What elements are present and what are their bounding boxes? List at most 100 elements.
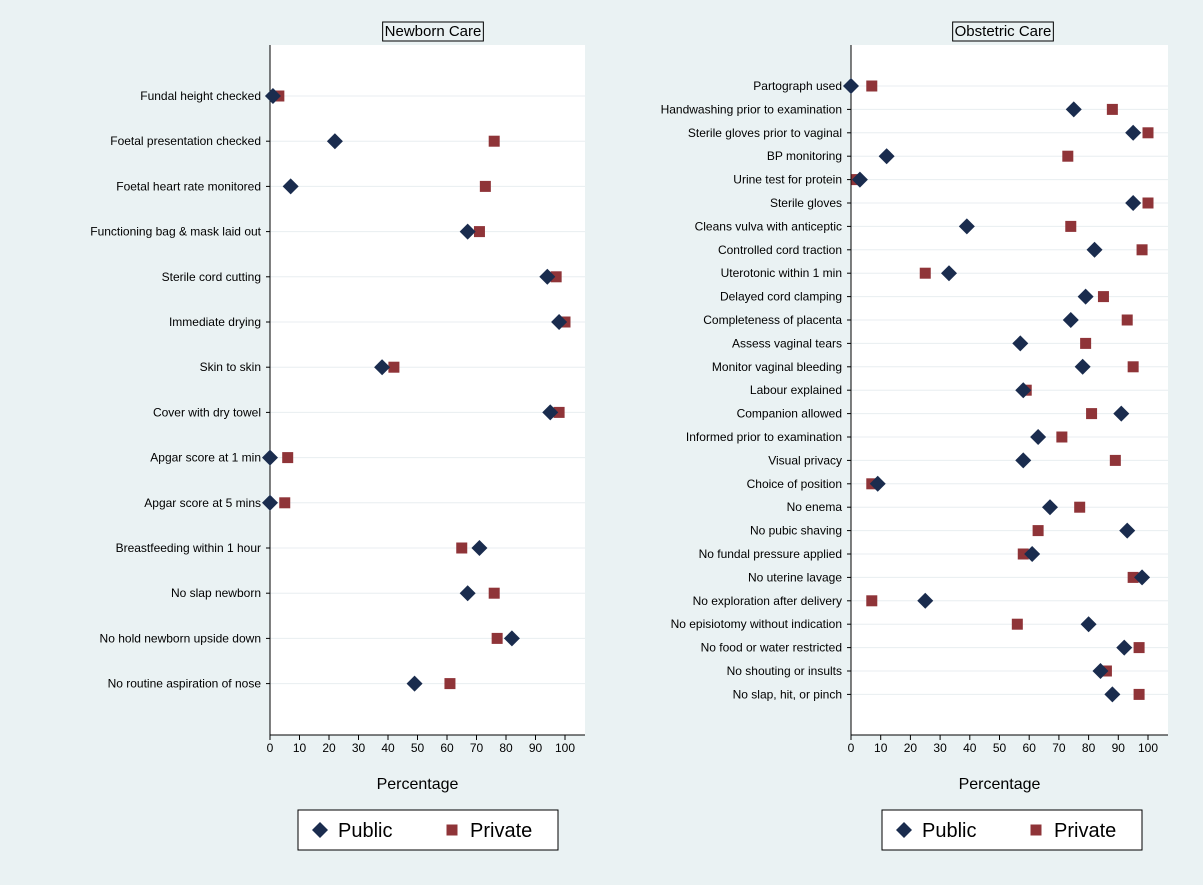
category-label: No fundal pressure applied — [699, 547, 842, 561]
data-point-public — [1012, 335, 1029, 352]
data-point-public — [1125, 195, 1142, 211]
x-tick-label: 50 — [993, 741, 1007, 755]
x-axis-label: Percentage — [959, 776, 1041, 793]
category-label: Companion allowed — [737, 407, 842, 421]
legend-label-private: Private — [470, 820, 532, 842]
data-point-private — [1017, 548, 1029, 560]
legend-box — [297, 809, 559, 851]
category-label: Functioning bag & mask laid out — [90, 225, 261, 239]
data-point-private — [456, 542, 468, 554]
legend-label-public: Public — [338, 820, 392, 842]
data-point-private — [1080, 337, 1092, 349]
data-point-private — [491, 632, 503, 644]
data-point-public — [1119, 522, 1136, 539]
category-label: Skin to skin — [200, 360, 261, 374]
data-point-public — [1015, 452, 1032, 469]
data-point-public — [878, 148, 895, 165]
data-point-public — [1116, 639, 1133, 656]
data-point-public — [1080, 616, 1097, 633]
data-point-public — [264, 88, 281, 104]
legend: Public Private — [881, 809, 1143, 851]
x-tick-label: 60 — [440, 741, 454, 755]
data-point-private — [1133, 642, 1145, 654]
data-point-public — [1077, 288, 1094, 305]
x-tick-label: 30 — [933, 741, 947, 755]
data-point-private — [479, 180, 491, 192]
data-point-public — [941, 265, 958, 282]
x-tick-label: 80 — [1082, 741, 1096, 755]
x-tick-label: 60 — [1023, 741, 1037, 755]
x-tick-label: 10 — [874, 741, 888, 755]
data-point-public — [869, 475, 886, 492]
data-point-public — [542, 404, 559, 421]
legend-label-private: Private — [1054, 820, 1116, 842]
category-label: No pubic shaving — [750, 524, 842, 538]
category-label: Visual privacy — [768, 453, 842, 467]
data-point-public — [374, 359, 391, 376]
category-label: Handwashing prior to examination — [661, 102, 842, 116]
x-tick-label: 90 — [1112, 741, 1126, 755]
data-point-private — [1065, 220, 1077, 232]
data-point-public — [851, 171, 868, 188]
data-point-private — [550, 271, 562, 283]
category-label: Assess vaginal tears — [732, 336, 842, 350]
category-label: No uterine lavage — [748, 570, 842, 584]
category-label: Monitor vaginal bleeding — [712, 360, 842, 374]
data-point-public — [326, 133, 343, 150]
category-label: No food or water restricted — [701, 641, 842, 655]
x-tick-label: 30 — [352, 741, 366, 755]
data-point-public — [843, 78, 859, 94]
x-tick-label: 70 — [1052, 741, 1066, 755]
data-point-private — [1106, 103, 1118, 115]
x-tick-label: 100 — [555, 741, 575, 755]
x-tick-label: 40 — [963, 741, 977, 755]
data-point-public — [551, 314, 568, 330]
data-point-private — [1011, 618, 1023, 630]
data-point-private — [919, 267, 931, 279]
chart-panel-newborn-care: Fundal height checked Foetal presentation… — [90, 21, 585, 851]
data-point-private — [488, 587, 500, 599]
legend-marker-private — [446, 824, 458, 836]
category-label: No slap newborn — [171, 586, 261, 600]
chart-title-box — [952, 21, 1054, 42]
data-point-public — [1015, 382, 1032, 399]
x-axis-label: Percentage — [377, 776, 459, 793]
data-point-public — [917, 592, 934, 609]
legend-marker-private — [1030, 824, 1042, 836]
data-point-public — [459, 585, 476, 602]
x-tick-label: 50 — [411, 741, 425, 755]
data-point-public — [1113, 405, 1130, 422]
x-tick-label: 0 — [267, 741, 274, 755]
category-label: No shouting or insults — [727, 664, 842, 678]
plot-area — [270, 45, 585, 735]
category-label: Labour explained — [750, 383, 842, 397]
x-tick-label: 80 — [499, 741, 513, 755]
category-label: No routine aspiration of nose — [108, 677, 262, 691]
x-tick-label: 100 — [1138, 741, 1158, 755]
chart-title: Newborn Care — [385, 23, 482, 40]
data-point-public — [1125, 124, 1142, 141]
data-point-public — [539, 268, 556, 285]
category-label: Controlled cord traction — [718, 243, 842, 257]
category-label: No exploration after delivery — [693, 594, 842, 608]
category-label: Sterile cord cutting — [162, 270, 261, 284]
data-point-private — [1032, 525, 1044, 537]
data-point-public — [1086, 241, 1103, 258]
x-tick-label: 20 — [322, 741, 336, 755]
data-point-public — [471, 540, 488, 556]
data-point-private — [1121, 314, 1133, 326]
data-point-public — [282, 178, 299, 195]
data-point-private — [553, 406, 565, 418]
data-point-private — [1142, 197, 1154, 209]
category-label: Completeness of placenta — [703, 313, 842, 327]
chart-title-box — [382, 21, 484, 42]
category-label: BP monitoring — [767, 149, 842, 163]
data-point-public — [1041, 499, 1058, 516]
chart-panel-obstetric-care: Partograph used Handwashing prior to exam… — [661, 21, 1168, 851]
data-point-private — [1062, 150, 1074, 162]
category-label: No slap, hit, or pinch — [733, 687, 842, 701]
category-label: No hold newborn upside down — [100, 631, 261, 645]
category-label: Uterotonic within 1 min — [721, 266, 842, 280]
